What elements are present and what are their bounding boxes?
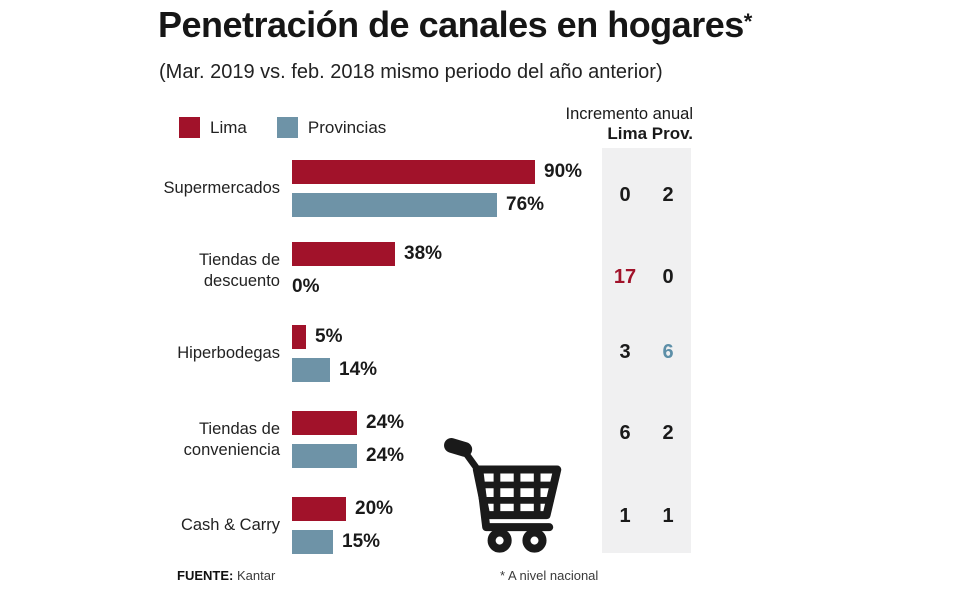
provincias-value: 76%: [506, 194, 545, 215]
increment-prov: 6: [662, 341, 674, 363]
legend: Lima Provincias: [179, 117, 386, 138]
increment-header-line2: Lima Prov.: [607, 124, 693, 143]
lima-swatch-icon: [179, 117, 200, 138]
lima-value: 24%: [366, 412, 405, 433]
category-label: Cash & Carry: [180, 516, 280, 535]
increment-prov: 1: [662, 505, 674, 527]
increment-lima: 1: [619, 505, 631, 527]
category-label: Supermercados: [163, 179, 280, 198]
provincias-value: 14%: [339, 359, 378, 380]
page-title: Penetración de canales en hogares*: [158, 4, 752, 46]
bar-group-tiendas-descuento: Tiendas de descuento 38% 0%: [0, 242, 980, 299]
lima-bar: [292, 325, 306, 349]
category-label: Tiendas de conveniencia: [183, 419, 280, 459]
lima-bar: [292, 160, 535, 184]
legend-item-lima: Lima: [179, 117, 247, 138]
increment-lima: 0: [619, 184, 631, 206]
provincias-bar: [292, 530, 333, 554]
title-asterisk: *: [743, 9, 753, 34]
increment-prov: 0: [662, 266, 674, 288]
legend-lima-label: Lima: [210, 117, 247, 137]
page-title-text: Penetración de canales en hogares: [158, 4, 744, 45]
provincias-value: 0%: [292, 276, 320, 297]
lima-bar: [292, 497, 346, 521]
source-value: Kantar: [236, 568, 276, 583]
increment-prov: 2: [662, 184, 674, 206]
provincias-bar: [292, 193, 497, 217]
provincias-bar: [292, 358, 330, 382]
increment-lima: 6: [619, 422, 631, 444]
legend-provincias-label: Provincias: [307, 117, 387, 137]
category-label: Tiendas de descuento: [198, 250, 280, 290]
source-line: FUENTE: Kantar: [177, 568, 275, 583]
legend-item-provincias: Provincias: [276, 117, 387, 138]
increment-lima: 3: [619, 341, 631, 363]
lima-value: 38%: [404, 243, 443, 264]
bar-group-cash-carry: Cash & Carry 20% 15%: [0, 497, 980, 554]
page-subtitle: (Mar. 2019 vs. feb. 2018 mismo periodo d…: [159, 61, 663, 83]
bar-group-hiperbodegas: Hiperbodegas 5% 14%: [0, 325, 980, 382]
source-label: FUENTE:: [177, 568, 234, 583]
provincias-bar: [292, 444, 357, 468]
lima-bar: [292, 411, 357, 435]
lima-value: 20%: [355, 498, 394, 519]
provincias-value: 15%: [342, 531, 381, 552]
provincias-value: 24%: [366, 445, 405, 466]
provincias-swatch-icon: [276, 117, 298, 138]
category-label: Hiperbodegas: [177, 344, 280, 363]
bar-group-supermercados: Supermercados 90% 76%: [0, 160, 980, 217]
lima-value: 90%: [544, 161, 583, 182]
lima-bar: [292, 242, 395, 266]
increment-lima: 17: [613, 266, 637, 288]
footnote: * A nivel nacional: [500, 568, 599, 583]
increment-header: Incremento anual Lima Prov.: [566, 104, 694, 144]
increment-prov: 2: [662, 422, 674, 444]
increment-header-line1: Incremento anual: [565, 105, 694, 123]
increment-panel: [602, 148, 691, 553]
shopping-cart-icon: [436, 428, 574, 567]
lima-value: 5%: [315, 326, 343, 347]
bar-group-tiendas-conveniencia: Tiendas de conveniencia 24% 24%: [0, 411, 980, 468]
